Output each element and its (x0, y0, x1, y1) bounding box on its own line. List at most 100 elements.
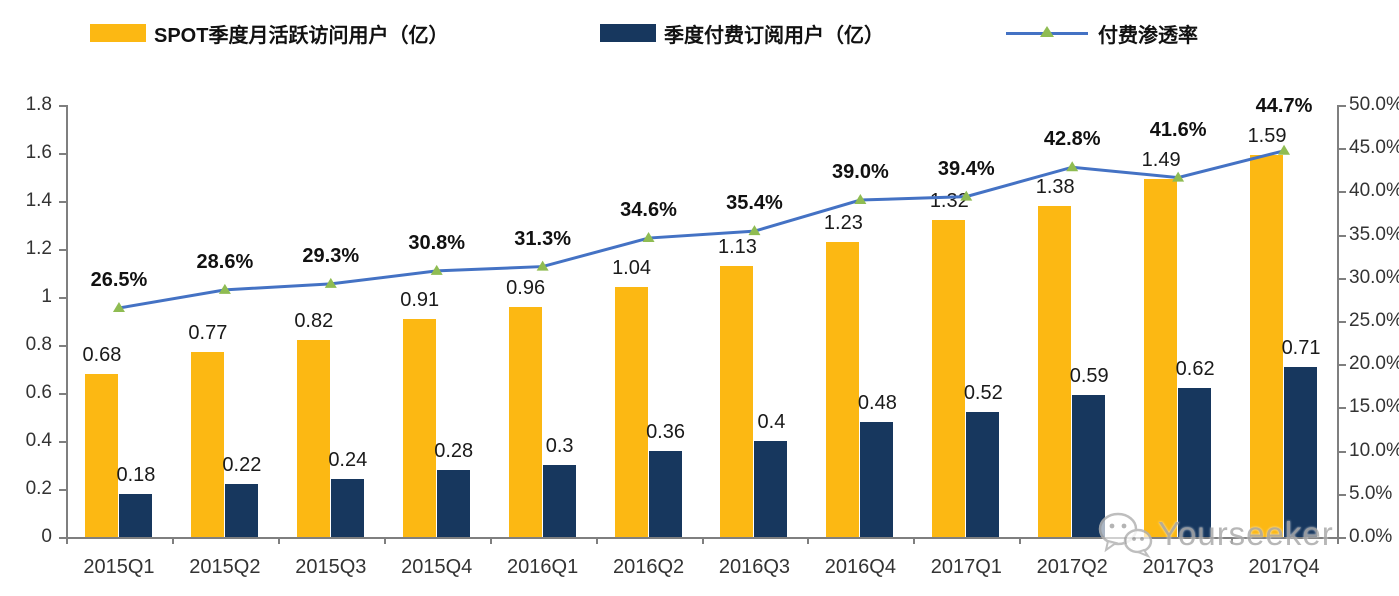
right-axis-tick (1339, 364, 1346, 367)
subscribers-bar-label: 0.4 (757, 411, 786, 433)
left-axis-tick (59, 201, 66, 203)
subscribers-bar (1178, 388, 1212, 537)
penetration-label: 35.4% (726, 192, 783, 215)
penetration-marker (112, 302, 125, 313)
mau-bar (190, 352, 224, 537)
mau-bar-label: 0.77 (188, 322, 228, 345)
right-axis (1337, 105, 1339, 537)
mau-bar-label: 0.68 (82, 343, 122, 366)
x-axis-label: 2015Q4 (401, 556, 473, 578)
right-axis-tick-label: 35.0% (1349, 223, 1399, 245)
right-axis-tick (1339, 234, 1346, 237)
x-axis-tick (383, 537, 386, 544)
x-axis-tick (701, 537, 704, 544)
legend-item-penetration: 付费渗透率 (1006, 20, 1198, 47)
left-axis-tick-label: 0.4 (25, 430, 52, 451)
legend-item-subscribers: 季度付费订阅用户（亿） (600, 20, 884, 47)
right-axis-tick (1339, 277, 1346, 280)
subscribers-bar-label: 0.3 (545, 435, 574, 457)
subscribers-bar-label: 0.28 (434, 439, 474, 462)
subscribers-bar (860, 421, 894, 537)
subscribers-legend-label: 季度付费订阅用户（亿） (664, 24, 884, 47)
penetration-marker (536, 260, 549, 271)
mau-bar-label: 1.23 (823, 211, 863, 234)
subscribers-bar-label: 0.71 (1281, 336, 1321, 359)
left-axis-tick (59, 489, 66, 491)
mau-bar (402, 318, 436, 537)
mau-bar-label: 1.04 (612, 257, 651, 280)
subscribers-bar-label: 0.52 (963, 382, 1003, 405)
mau-legend-swatch (90, 24, 146, 42)
penetration-legend-label: 付费渗透率 (1098, 24, 1198, 47)
x-axis-tick (66, 537, 68, 544)
right-axis-tick-label: 50.0% (1349, 94, 1399, 115)
x-axis-tick (913, 537, 916, 544)
x-axis-tick (1019, 537, 1022, 544)
mau-bar-label: 0.82 (294, 310, 334, 333)
left-axis-tick-label: 1.8 (25, 94, 52, 115)
left-axis-tick (59, 441, 66, 443)
left-axis-tick-label: 1.4 (25, 190, 52, 211)
mau-bar (826, 241, 860, 537)
right-axis-tick-label: 45.0% (1349, 137, 1399, 159)
x-axis-label: 2016Q4 (824, 556, 896, 578)
left-axis-tick (59, 345, 66, 347)
right-axis-tick (1339, 450, 1346, 453)
triangle-marker-icon (1040, 26, 1054, 37)
x-axis-tick (1231, 537, 1234, 544)
mau-bar-label: 1.38 (1035, 175, 1075, 198)
subscribers-legend-swatch (600, 24, 656, 42)
left-axis-tick-label: 1 (41, 286, 52, 307)
x-axis-tick (1337, 537, 1339, 544)
mau-bar (1250, 155, 1284, 537)
subscribers-bar (542, 465, 576, 537)
subscribers-bar (648, 450, 682, 537)
left-axis-tick (59, 297, 66, 299)
right-axis-tick (1339, 493, 1346, 496)
penetration-marker (430, 264, 443, 275)
x-axis-tick (595, 537, 598, 544)
right-axis-tick-label: 0.0% (1349, 526, 1393, 547)
subscribers-bar (224, 484, 258, 537)
left-axis-tick-label: 1.2 (25, 238, 52, 259)
right-axis-tick-label: 15.0% (1349, 396, 1399, 418)
x-axis-tick (807, 537, 810, 544)
mau-legend-label: SPOT季度月活跃访问用户（亿） (154, 24, 449, 47)
x-axis-tick (489, 537, 492, 544)
right-axis-tick (1339, 105, 1346, 107)
mau-bar-label: 0.91 (400, 288, 440, 311)
x-axis-tick (277, 537, 280, 544)
x-axis-label: 2017Q1 (930, 556, 1002, 578)
penetration-label: 39.4% (937, 157, 995, 180)
x-axis-label: 2017Q2 (1036, 556, 1108, 578)
penetration-label: 28.6% (196, 250, 254, 273)
subscribers-bar (1284, 366, 1318, 537)
mau-bar-label: 1.49 (1141, 149, 1181, 172)
x-axis-label: 2015Q1 (83, 556, 155, 578)
penetration-label: 26.5% (90, 269, 148, 292)
mau-bar (932, 220, 966, 537)
x-axis-label: 2015Q2 (189, 556, 261, 578)
penetration-label: 31.3% (514, 227, 571, 250)
left-axis-tick-label: 0.6 (25, 382, 52, 403)
right-axis-tick-label: 30.0% (1349, 266, 1399, 288)
penetration-marker (324, 277, 337, 288)
penetration-marker (1066, 161, 1079, 172)
left-axis-tick (59, 153, 66, 155)
wechat-icon (1098, 512, 1153, 558)
x-axis-label: 2016Q1 (507, 556, 579, 578)
x-axis-tick (171, 537, 174, 544)
left-axis-tick-label: 1.6 (25, 142, 52, 163)
penetration-marker (218, 283, 231, 294)
penetration-label: 41.6% (1149, 119, 1207, 142)
mau-bar (1144, 179, 1178, 537)
right-axis-tick-label: 10.0% (1349, 439, 1399, 461)
subscribers-bar (118, 493, 152, 537)
penetration-label: 30.8% (408, 231, 466, 254)
subscribers-bar-label: 0.48 (857, 391, 897, 414)
subscribers-bar (754, 441, 788, 537)
penetration-label: 44.7% (1255, 95, 1313, 118)
x-axis-label: 2015Q3 (295, 556, 367, 578)
mau-bar (720, 265, 754, 537)
